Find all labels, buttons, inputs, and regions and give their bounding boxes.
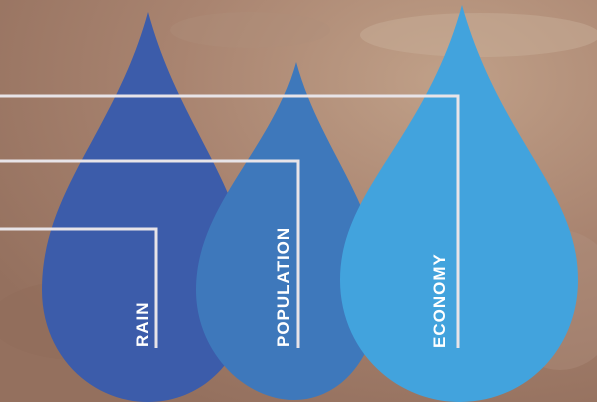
economy-label: ECONOMY: [430, 253, 449, 348]
rain-label: RAIN: [133, 301, 152, 347]
population-label: POPULATION: [274, 226, 293, 347]
population-drop: [196, 62, 380, 400]
rain-connector-line: [0, 227, 158, 348]
population-connector-line: [0, 159, 300, 348]
economy-connector-line: [0, 94, 460, 348]
